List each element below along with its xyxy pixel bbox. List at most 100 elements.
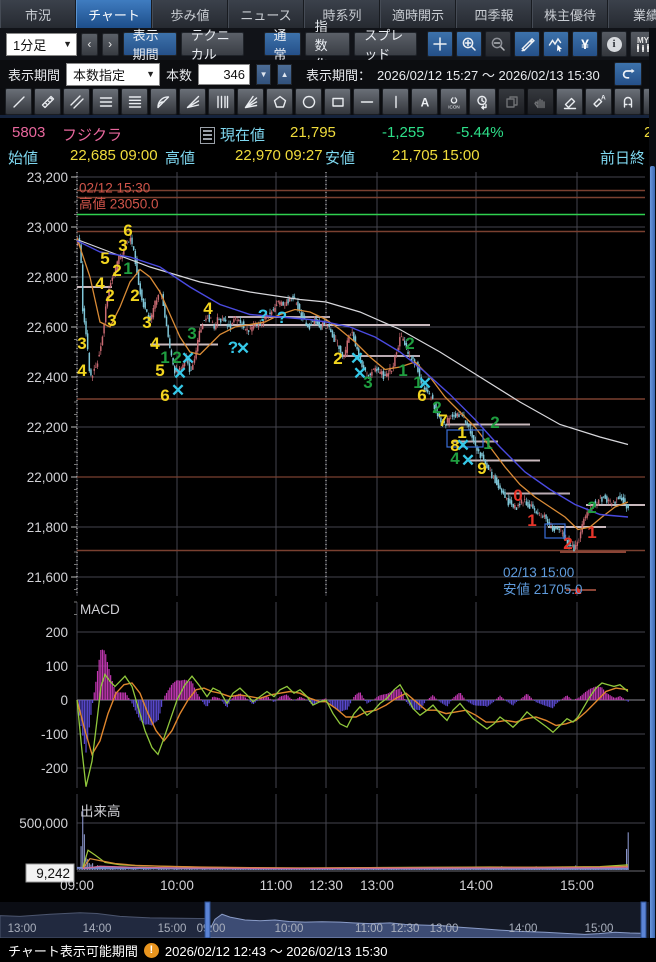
- tab-市況[interactable]: 市況: [0, 0, 76, 28]
- axes-labels: 23,200 23,000 22,800 22,600 22,400 22,200 22,0…: [19, 170, 594, 893]
- low-label: 安値: [325, 150, 356, 167]
- svg-text:13:00: 13:00: [360, 878, 394, 893]
- high-label: 高値: [165, 150, 196, 167]
- icon-stamp-tool[interactable]: ICON: [440, 88, 467, 115]
- parallel-lines-tool[interactable]: [63, 88, 90, 115]
- count-decrement-button[interactable]: ▼: [256, 63, 272, 85]
- svg-text:14:00: 14:00: [509, 923, 538, 935]
- svg-text:2: 2: [432, 398, 441, 417]
- tab-株主優待[interactable]: 株主優待: [532, 0, 608, 28]
- price-change: -1,255: [382, 124, 425, 141]
- pentagon-tool[interactable]: [266, 88, 293, 115]
- svg-text:3: 3: [187, 324, 196, 343]
- svg-text:12:30: 12:30: [309, 878, 343, 893]
- tab-時系列[interactable]: 時系列: [304, 0, 380, 28]
- zoom-out-icon: [485, 31, 512, 57]
- line-cursor-icon[interactable]: [543, 31, 570, 57]
- ruler-tool[interactable]: [34, 88, 61, 115]
- svg-text:A: A: [600, 94, 605, 101]
- bar-count-input[interactable]: 346: [198, 63, 251, 85]
- eraser-tool[interactable]: [556, 88, 583, 115]
- tab-適時開示[interactable]: 適時開示: [380, 0, 456, 28]
- tab-業績[interactable]: 業績: [608, 0, 656, 28]
- svg-text:✕: ✕: [173, 364, 187, 383]
- yen-icon[interactable]: ¥: [572, 31, 599, 57]
- pencil-icon[interactable]: [514, 31, 541, 57]
- stock-code: 5803: [12, 124, 46, 141]
- svg-text:1: 1: [527, 511, 536, 530]
- fibo-lines-3-tool[interactable]: [92, 88, 119, 115]
- annotation-box[interactable]: [544, 523, 566, 539]
- current-price-label: 現在値: [220, 127, 266, 144]
- svg-text:-200: -200: [41, 761, 68, 776]
- prev-period-button[interactable]: ‹: [81, 32, 98, 56]
- fan-lines-tool[interactable]: [179, 88, 206, 115]
- svg-text:12:30: 12:30: [391, 923, 420, 935]
- count-increment-button[interactable]: ▲: [277, 63, 293, 85]
- time-event-tool[interactable]: [469, 88, 496, 115]
- horizontal-line-tool[interactable]: [353, 88, 380, 115]
- gann-fan-tool[interactable]: [237, 88, 264, 115]
- info-icon[interactable]: i: [601, 31, 628, 57]
- document-icon[interactable]: [200, 127, 215, 144]
- svg-text:✕: ✕: [461, 451, 475, 470]
- range-label: 表示期間：: [306, 67, 372, 83]
- eraser-all-tool[interactable]: A: [585, 88, 612, 115]
- svg-text:3: 3: [142, 313, 151, 332]
- reload-icon: [622, 68, 635, 79]
- rectangle-tool[interactable]: [324, 88, 351, 115]
- price-level-lines: [77, 189, 645, 591]
- svg-text:22,400: 22,400: [27, 370, 68, 385]
- svg-text:✕: ✕: [456, 436, 470, 455]
- navigator-left-handle[interactable]: [204, 901, 211, 939]
- svg-text:A: A: [420, 95, 429, 109]
- svg-text:10:00: 10:00: [275, 923, 304, 935]
- navigator-right-handle[interactable]: [640, 901, 647, 939]
- toolbar-button-テクニカル[interactable]: テクニカル: [180, 28, 244, 62]
- fibo-arc-tool[interactable]: [150, 88, 177, 115]
- svg-text:1: 1: [483, 434, 492, 453]
- svg-text:?: ?: [277, 308, 287, 327]
- chart-toolbar: 1分足▼ ‹ › 表示期間テクニカル通常指数化スプレッド ¥iMY: [0, 19, 656, 72]
- time-zones-tool[interactable]: [208, 88, 235, 115]
- period-settings-row: 表示期間 本数指定 ▼ 本数 346 ▼ ▲ 表示期間： 2026/02/12 1…: [0, 60, 656, 88]
- low-value: 21,705 15:00: [392, 147, 480, 164]
- reload-button[interactable]: [614, 62, 642, 86]
- fibo-lines-4-tool[interactable]: [121, 88, 148, 115]
- tab-四季報[interactable]: 四季報: [456, 0, 532, 28]
- tab-ニュース[interactable]: ニュース: [228, 0, 304, 28]
- svg-text:4: 4: [150, 334, 160, 353]
- svg-text:0: 0: [513, 486, 522, 505]
- trend-line-tool[interactable]: [5, 88, 32, 115]
- zoom-in-icon[interactable]: [456, 31, 483, 57]
- high-value: 22,970 09:27: [235, 147, 323, 164]
- svg-text:3: 3: [107, 311, 116, 330]
- svg-text:✕: ✕: [418, 374, 432, 393]
- warning-icon: !: [143, 942, 159, 958]
- next-period-button[interactable]: ›: [101, 32, 119, 56]
- magnet-tool[interactable]: [614, 88, 641, 115]
- vertical-scrollbar[interactable]: [649, 28, 656, 957]
- range-navigator[interactable]: 13:00 14:00 15:00 09:00 10:00 11:00 12:30 13:00…: [0, 901, 656, 939]
- svg-text:ICON: ICON: [448, 104, 459, 109]
- prev-close-label: 前日終: [600, 150, 646, 167]
- drawing-toolbar: A ICON A: [0, 88, 656, 118]
- svg-text:2: 2: [563, 534, 572, 553]
- interval-select[interactable]: 1分足 ▼: [6, 32, 78, 56]
- vertical-line-tool[interactable]: [382, 88, 409, 115]
- annotation-box[interactable]: [446, 429, 484, 448]
- tab-チャート[interactable]: チャート: [76, 0, 152, 28]
- text-label-tool[interactable]: A: [411, 88, 438, 115]
- svg-text:?: ?: [228, 338, 238, 357]
- svg-text:安値 21705.0: 安値 21705.0: [503, 582, 583, 597]
- price-change-pct: -5.44%: [456, 124, 504, 141]
- toolbar-button-スプレッド[interactable]: スプレッド: [354, 28, 418, 62]
- svg-text:6: 6: [123, 221, 132, 240]
- tab-歩み値[interactable]: 歩み値: [152, 0, 228, 28]
- circle-tool[interactable]: [295, 88, 322, 115]
- period-mode-select[interactable]: 本数指定 ▼: [66, 62, 161, 86]
- crosshair-icon[interactable]: [427, 31, 454, 57]
- toolbar-button-通常[interactable]: 通常: [263, 28, 301, 62]
- svg-text:2: 2: [587, 498, 596, 517]
